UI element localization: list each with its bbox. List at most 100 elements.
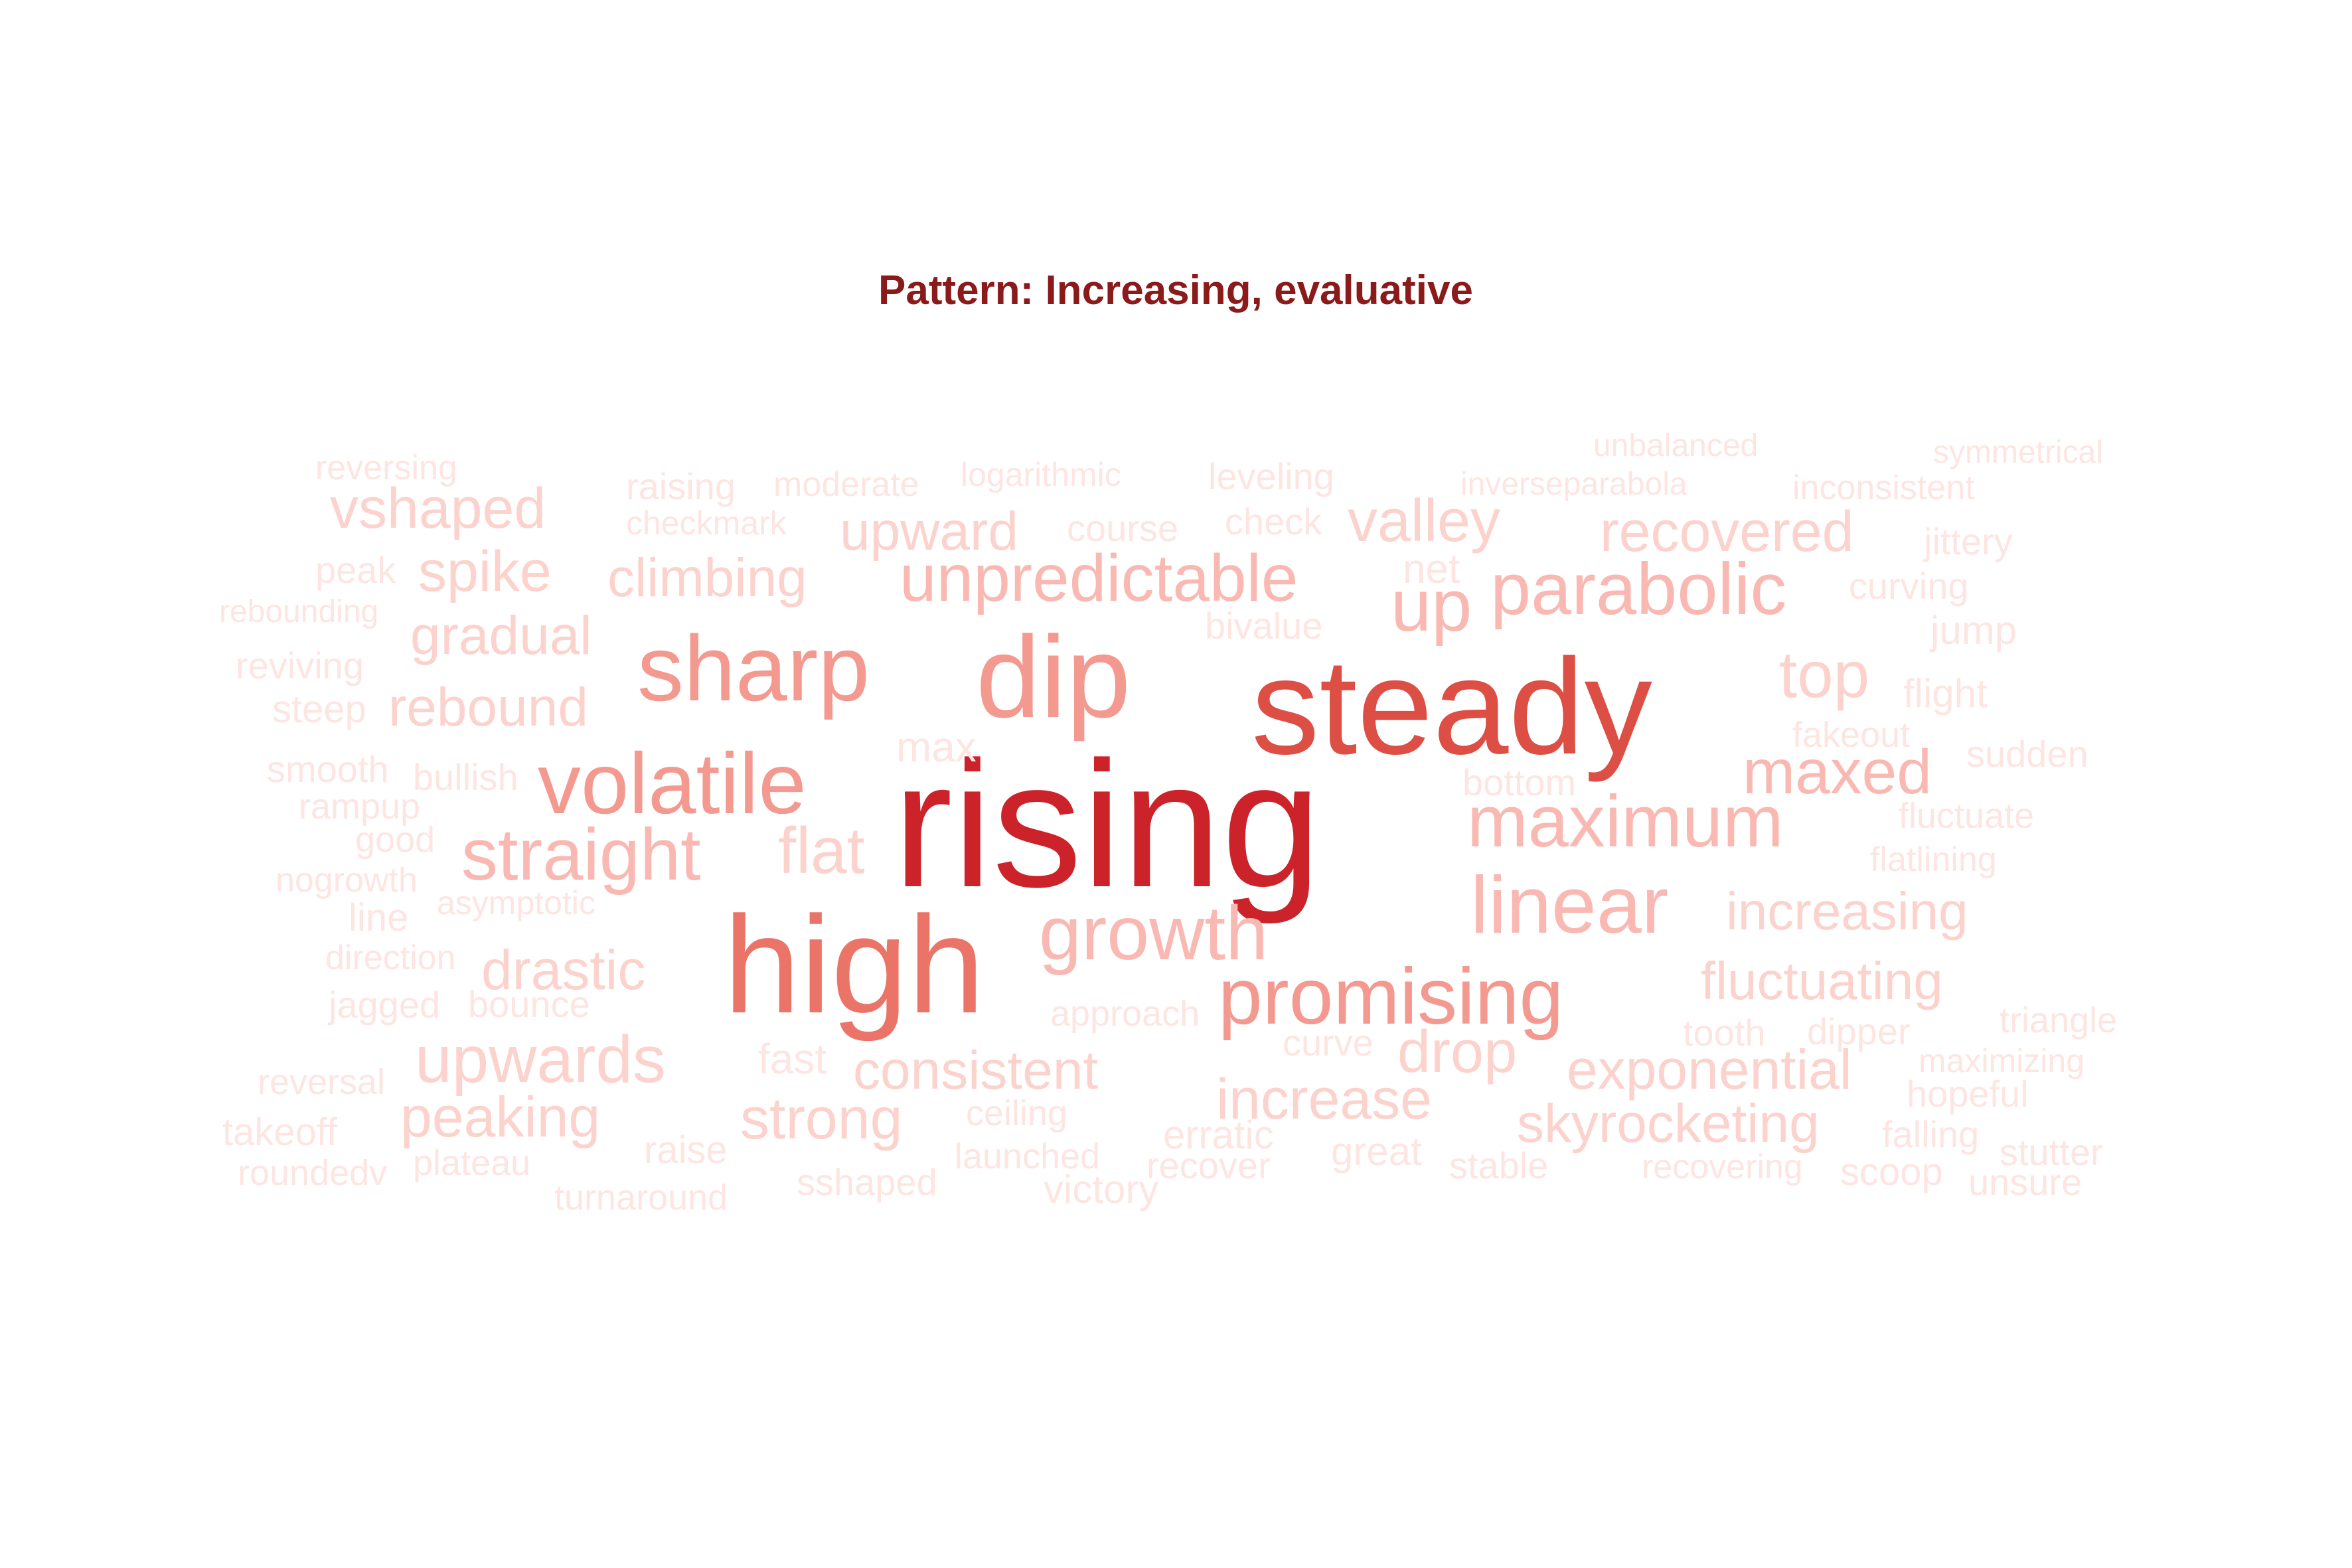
word-nogrowth: nogrowth	[275, 861, 418, 900]
word-flat: flat	[778, 814, 865, 887]
word-gradual: gradual	[410, 605, 592, 666]
word-raising: raising	[626, 465, 736, 507]
word-climbing: climbing	[607, 548, 807, 608]
cloud-title: Pattern: Increasing, evaluative	[878, 268, 1473, 313]
word-hopeful: hopeful	[1907, 1073, 2029, 1115]
word-drop: drop	[1397, 1019, 1517, 1085]
word-recover: recover	[1146, 1144, 1271, 1186]
word-inconsistent: inconsistent	[1792, 469, 1975, 507]
word-dipper: dipper	[1807, 1010, 1911, 1052]
word-flatlining: flatlining	[1870, 840, 1997, 879]
word-jagged: jagged	[327, 984, 440, 1026]
word-falling: falling	[1882, 1113, 1979, 1155]
word-growth: growth	[1039, 891, 1268, 976]
word-consistent: consistent	[853, 1040, 1098, 1101]
word-maximum: maximum	[1467, 781, 1784, 862]
word-fluctuating: fluctuating	[1701, 951, 1943, 1010]
word-upwards: upwards	[415, 1022, 666, 1097]
word-moderate: moderate	[773, 465, 919, 504]
word-stutter: stutter	[1999, 1131, 2103, 1173]
word-roundedv: roundedv	[238, 1153, 387, 1193]
word-unsure: unsure	[1968, 1161, 2082, 1203]
word-rising: rising	[893, 725, 1321, 925]
word-asymptotic: asymptotic	[437, 884, 595, 921]
word-parabolic: parabolic	[1490, 548, 1786, 630]
word-up: up	[1391, 565, 1472, 647]
word-recovered: recovered	[1600, 500, 1853, 564]
word-strong: strong	[740, 1085, 903, 1151]
word-linear: linear	[1470, 860, 1668, 950]
word-leveling: leveling	[1208, 455, 1334, 497]
word-rebounding: rebounding	[219, 594, 378, 629]
word-high: high	[724, 888, 984, 1042]
word-peak: peak	[315, 549, 396, 591]
word-takeoff: takeoff	[222, 1111, 338, 1154]
word-raise: raise	[644, 1129, 728, 1172]
word-victory: victory	[1044, 1167, 1158, 1212]
word-logarithmic: logarithmic	[961, 456, 1121, 493]
word-good: good	[355, 820, 435, 860]
word-skyrocketing: skyrocketing	[1517, 1093, 1820, 1154]
word-direction: direction	[325, 939, 456, 977]
word-peaking: peaking	[400, 1085, 600, 1149]
word-bullish: bullish	[413, 756, 518, 798]
word-tooth: tooth	[1683, 1012, 1766, 1054]
word-exponential: exponential	[1567, 1038, 1852, 1101]
word-curving: curving	[1849, 565, 1969, 607]
word-upward: upward	[840, 501, 1018, 562]
word-steep: steep	[272, 688, 366, 731]
word-unbalanced: unbalanced	[1593, 428, 1758, 463]
word-increasing: increasing	[1726, 882, 1968, 941]
word-jittery: jittery	[1922, 520, 2013, 562]
word-top: top	[1779, 638, 1869, 711]
word-steady: steady	[1251, 631, 1652, 783]
word-checkmark: checkmark	[626, 505, 787, 542]
word-ceiling: ceiling	[966, 1093, 1067, 1133]
word-great: great	[1331, 1129, 1422, 1174]
word-flight: flight	[1903, 671, 1988, 716]
word-smooth: smooth	[267, 748, 389, 790]
word-drastic: drastic	[481, 939, 645, 1001]
word-stable: stable	[1449, 1144, 1548, 1186]
word-symmetrical: symmetrical	[1933, 435, 2103, 470]
word-check: check	[1225, 501, 1322, 542]
word-scoop: scoop	[1840, 1150, 1943, 1194]
word-recovering: recovering	[1642, 1148, 1803, 1186]
word-bounce: bounce	[468, 983, 590, 1025]
word-reviving: reviving	[236, 645, 364, 686]
word-fakeout: fakeout	[1792, 715, 1910, 755]
word-net: net	[1403, 546, 1460, 592]
word-curve: curve	[1283, 1022, 1373, 1063]
word-sshaped: sshaped	[797, 1161, 937, 1203]
word-sharp: sharp	[637, 616, 870, 720]
word-fast: fast	[758, 1035, 826, 1083]
word-unpredictable: unpredictable	[900, 541, 1298, 615]
word-maximizing: maximizing	[1919, 1042, 2084, 1079]
word-vshaped: vshaped	[330, 477, 546, 540]
word-rampup: rampup	[299, 787, 420, 826]
word-straight: straight	[461, 814, 701, 896]
word-plateau: plateau	[413, 1143, 530, 1183]
word-approach: approach	[1050, 994, 1200, 1034]
word-erratic: erratic	[1163, 1113, 1274, 1157]
word-bivalue: bivalue	[1205, 605, 1322, 647]
word-inverseparabola: inverseparabola	[1460, 467, 1687, 502]
word-bottom: bottom	[1462, 761, 1576, 803]
word-course: course	[1067, 507, 1178, 549]
word-reversing: reversing	[315, 449, 457, 487]
word-maxed: maxed	[1743, 737, 1932, 807]
word-sudden: sudden	[1966, 733, 2088, 775]
word-volatile: volatile	[538, 735, 807, 832]
word-turnaround: turnaround	[554, 1178, 728, 1217]
word-launched: launched	[955, 1137, 1100, 1176]
word-valley: valley	[1348, 488, 1500, 554]
word-fluctuate: fluctuate	[1899, 796, 2034, 836]
word-line: line	[349, 896, 408, 939]
word-rebound: rebound	[388, 677, 588, 738]
word-dip: dip	[976, 613, 1131, 742]
word-increase: increase	[1216, 1067, 1432, 1131]
word-triangle: triangle	[1999, 1000, 2117, 1040]
word-jump: jump	[1929, 608, 2017, 653]
